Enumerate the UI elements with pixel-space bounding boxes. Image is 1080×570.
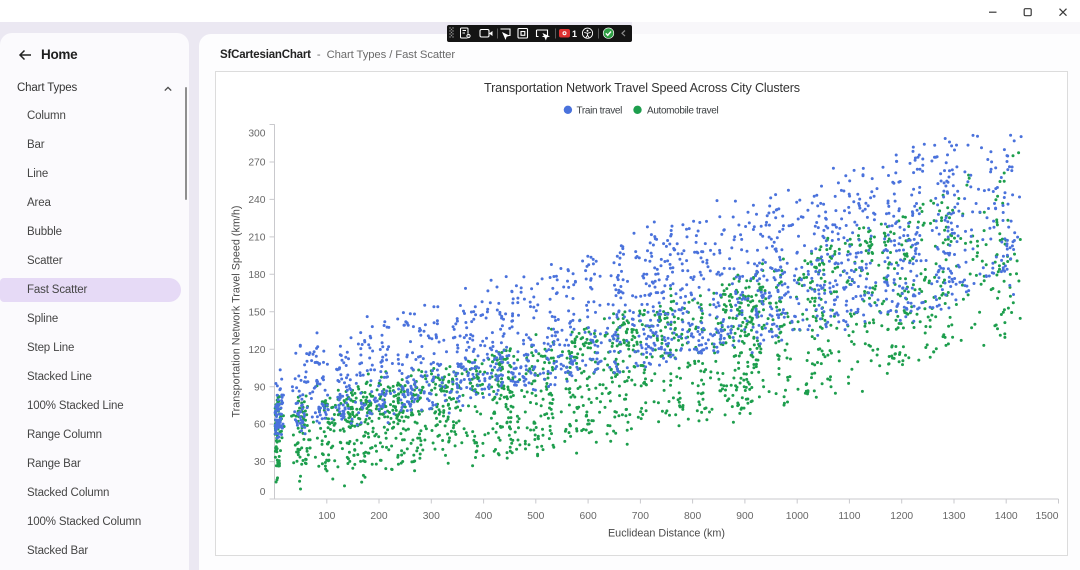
svg-text:180: 180 <box>248 270 265 281</box>
svg-text:300: 300 <box>248 129 265 140</box>
svg-text:270: 270 <box>248 158 265 169</box>
svg-text:Transportation Network Travel: Transportation Network Travel Speed Acro… <box>484 81 800 95</box>
svg-text:500: 500 <box>527 511 544 522</box>
svg-text:1400: 1400 <box>995 511 1018 522</box>
svg-text:700: 700 <box>632 511 649 522</box>
svg-text:Transportation Network Travel: Transportation Network Travel Speed (km/… <box>231 205 243 417</box>
svg-text:1500: 1500 <box>1036 511 1059 522</box>
svg-text:150: 150 <box>248 307 265 318</box>
svg-text:30: 30 <box>254 457 266 468</box>
svg-text:900: 900 <box>736 511 753 522</box>
svg-text:Automobile travel: Automobile travel <box>647 105 718 116</box>
svg-text:1200: 1200 <box>890 511 913 522</box>
svg-text:Euclidean Distance (km): Euclidean Distance (km) <box>608 528 725 540</box>
svg-text:120: 120 <box>248 345 265 356</box>
svg-text:1300: 1300 <box>943 511 966 522</box>
svg-text:240: 240 <box>248 195 265 206</box>
svg-text:300: 300 <box>423 511 440 522</box>
svg-text:200: 200 <box>370 511 387 522</box>
svg-text:600: 600 <box>580 511 597 522</box>
svg-text:1100: 1100 <box>838 511 860 522</box>
svg-text:210: 210 <box>248 233 265 244</box>
svg-text:800: 800 <box>684 511 701 522</box>
svg-text:1: 1 <box>572 29 577 39</box>
svg-text:100: 100 <box>318 511 335 522</box>
svg-text:90: 90 <box>254 382 266 393</box>
svg-text:Train travel: Train travel <box>577 105 623 116</box>
svg-text:0: 0 <box>260 487 266 498</box>
svg-text:400: 400 <box>475 511 492 522</box>
svg-text:1000: 1000 <box>786 511 809 522</box>
svg-text:60: 60 <box>254 420 266 431</box>
